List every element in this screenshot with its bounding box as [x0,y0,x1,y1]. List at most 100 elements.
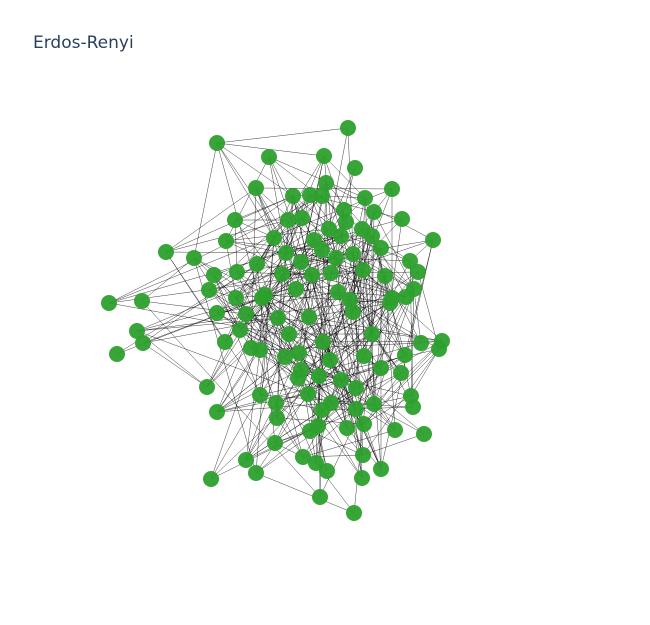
graph-node[interactable] [217,334,233,350]
graph-node[interactable] [402,253,418,269]
graph-node[interactable] [323,265,339,281]
graph-node[interactable] [342,292,358,308]
graph-node[interactable] [316,148,332,164]
graph-node[interactable] [304,267,320,283]
graph-node[interactable] [357,190,373,206]
graph-node[interactable] [338,214,354,230]
graph-node[interactable] [387,422,403,438]
graph-node[interactable] [311,368,327,384]
graph-node[interactable] [373,461,389,477]
graph-node[interactable] [294,210,310,226]
graph-node[interactable] [319,463,335,479]
graph-node[interactable] [366,396,382,412]
graph-node[interactable] [346,505,362,521]
graph-node[interactable] [373,360,389,376]
graph-node[interactable] [384,181,400,197]
graph-node[interactable] [382,295,398,311]
graph-node[interactable] [290,370,306,386]
graph-node[interactable] [321,221,337,237]
graph-node[interactable] [308,455,324,471]
graph-node[interactable] [270,310,286,326]
graph-node[interactable] [416,426,432,442]
graph-node[interactable] [268,395,284,411]
graph-node[interactable] [398,289,414,305]
graph-node[interactable] [288,281,304,297]
graph-node[interactable] [330,284,346,300]
graph-node[interactable] [186,250,202,266]
graph-node[interactable] [232,322,248,338]
graph-node[interactable] [328,250,344,266]
graph-node[interactable] [248,465,264,481]
graph-node[interactable] [364,228,380,244]
graph-node[interactable] [278,245,294,261]
graph-node[interactable] [134,293,150,309]
graph-node[interactable] [355,262,371,278]
graph-node[interactable] [267,435,283,451]
graph-node[interactable] [364,326,380,342]
graph-node[interactable] [302,423,318,439]
graph-node[interactable] [266,230,282,246]
graph-node[interactable] [206,267,222,283]
graph-node[interactable] [295,449,311,465]
graph-node[interactable] [269,410,285,426]
graph-node[interactable] [373,240,389,256]
graph-node[interactable] [158,244,174,260]
graph-node[interactable] [318,175,334,191]
graph-node[interactable] [425,232,441,248]
graph-node[interactable] [333,372,349,388]
graph-node[interactable] [129,323,145,339]
graph-node[interactable] [227,212,243,228]
graph-node[interactable] [203,471,219,487]
graph-node[interactable] [228,290,244,306]
graph-node[interactable] [397,347,413,363]
graph-node[interactable] [252,387,268,403]
graph-node[interactable] [315,334,331,350]
graph-node[interactable] [314,402,330,418]
graph-node[interactable] [405,399,421,415]
graph-node[interactable] [301,309,317,325]
graph-node[interactable] [291,345,307,361]
graph-node[interactable] [355,447,371,463]
graph-node[interactable] [293,254,309,270]
graph-node[interactable] [277,349,293,365]
graph-node[interactable] [312,489,328,505]
graph-node[interactable] [248,180,264,196]
graph-node[interactable] [348,380,364,396]
graph-node[interactable] [347,160,363,176]
graph-node[interactable] [366,204,382,220]
graph-node[interactable] [280,212,296,228]
graph-node[interactable] [109,346,125,362]
graph-node[interactable] [393,365,409,381]
graph-node[interactable] [348,401,364,417]
graph-node[interactable] [410,264,426,280]
graph-node[interactable] [199,379,215,395]
graph-node[interactable] [252,342,268,358]
graph-node[interactable] [209,404,225,420]
graph-node[interactable] [354,470,370,486]
graph-node[interactable] [314,242,330,258]
graph-node[interactable] [322,352,338,368]
graph-node[interactable] [209,305,225,321]
graph-node[interactable] [345,304,361,320]
graph-node[interactable] [249,256,265,272]
graph-node[interactable] [314,188,330,204]
graph-node[interactable] [238,306,254,322]
graph-node[interactable] [345,246,361,262]
graph-node[interactable] [281,326,297,342]
graph-node[interactable] [336,202,352,218]
graph-node[interactable] [274,266,290,282]
graph-node[interactable] [413,335,429,351]
graph-node[interactable] [377,268,393,284]
graph-node[interactable] [261,149,277,165]
graph-node[interactable] [356,416,372,432]
graph-node[interactable] [300,386,316,402]
graph-node[interactable] [135,335,151,351]
graph-node[interactable] [339,420,355,436]
graph-node[interactable] [209,135,225,151]
graph-node[interactable] [285,188,301,204]
graph-node[interactable] [101,295,117,311]
graph-node[interactable] [218,233,234,249]
graph-node[interactable] [431,341,447,357]
graph-node[interactable] [238,452,254,468]
graph-node[interactable] [201,282,217,298]
